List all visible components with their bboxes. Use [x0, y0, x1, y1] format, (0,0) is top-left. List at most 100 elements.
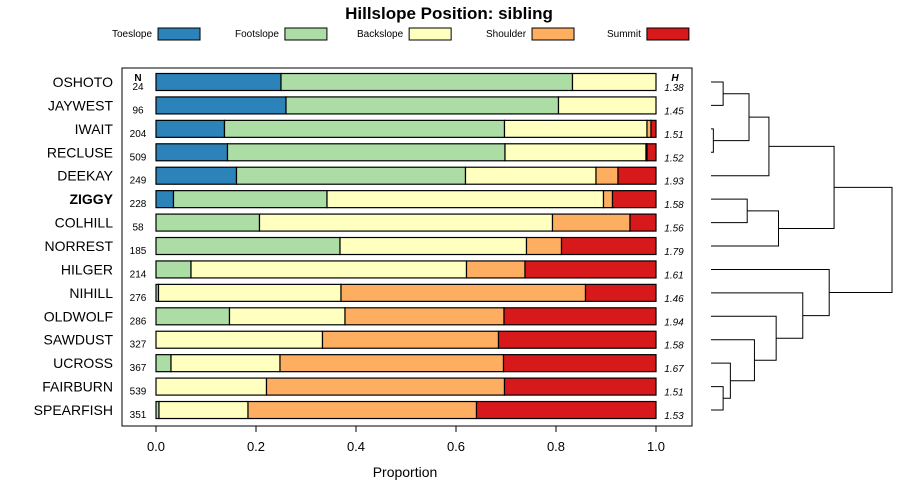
legend-swatch-backslope	[408, 27, 452, 41]
chart-title: Hillslope Position: sibling	[345, 4, 553, 23]
n-value: 204	[130, 129, 147, 140]
h-value: 1.61	[664, 270, 683, 281]
bar-row-norrest: NORREST 185 1.79	[45, 236, 684, 258]
bar-segment-footslope	[226, 143, 506, 162]
n-value: 276	[130, 293, 147, 304]
row-label: SPEARFISH	[34, 402, 113, 418]
bar-segment-summit	[629, 213, 657, 232]
n-value: 58	[132, 223, 144, 234]
bar-segment-toeslope	[155, 143, 229, 162]
bar-segment-shoulder	[321, 330, 500, 349]
bar-segment-shoulder	[340, 283, 587, 302]
legend-label-backslope: Backslope	[357, 29, 404, 40]
bar-segment-shoulder	[465, 260, 526, 279]
bar-segment-summit	[502, 354, 657, 373]
row-label: ZIGGY	[69, 191, 113, 207]
dendrogram-merge	[711, 386, 724, 411]
bar-row-colhill: COLHILL 58 1.56	[55, 213, 684, 235]
bar-segment-shoulder	[602, 190, 614, 209]
bar-segment-backslope	[464, 166, 597, 185]
bar-segment-backslope	[258, 213, 554, 232]
row-label: SAWDUST	[44, 332, 114, 348]
legend-label-footslope: Footslope	[235, 29, 279, 40]
bar-segment-backslope	[503, 119, 648, 138]
bar-segment-backslope	[170, 354, 281, 373]
bar-segment-summit	[524, 260, 657, 279]
bar-segment-backslope	[228, 307, 346, 326]
bar-row-spearfish: SPEARFISH 351 1.53	[34, 400, 684, 422]
n-value: 367	[130, 363, 147, 374]
bar-segment-backslope	[339, 236, 528, 256]
bar-segment-toeslope	[155, 119, 226, 138]
row-label: NIHILL	[69, 285, 113, 301]
bar-segment-summit	[611, 190, 657, 209]
bar-segment-toeslope	[155, 190, 175, 209]
bar-row-deekay: DEEKAY 249 1.93	[57, 166, 684, 188]
bar-segment-backslope	[504, 143, 647, 162]
bar-segment-footslope	[285, 96, 560, 115]
bar-segment-shoulder	[344, 307, 505, 326]
h-value: 1.51	[664, 388, 683, 399]
row-label: DEEKAY	[57, 168, 113, 184]
n-value: 214	[130, 269, 147, 280]
x-tick-label: 1.0	[647, 439, 665, 454]
x-tick-label: 0.4	[347, 439, 365, 454]
bar-segment-footslope	[155, 260, 192, 279]
dendrogram	[711, 81, 893, 411]
dendrogram-merge	[711, 339, 755, 382]
bar-row-oldwolf: OLDWOLF 286 1.94	[44, 307, 684, 328]
dendrogram-merge	[711, 292, 804, 339]
n-value: 249	[130, 176, 147, 187]
bar-row-sawdust: SAWDUST 327 1.58	[44, 330, 684, 352]
bar-segment-footslope	[223, 119, 506, 138]
dendrogram-merge	[711, 128, 714, 153]
row-label: FAIRBURN	[42, 379, 113, 395]
bar-segment-footslope	[172, 190, 328, 209]
dendrogram-merge	[711, 315, 777, 361]
n-value: 228	[130, 199, 147, 210]
n-value: 351	[130, 410, 147, 421]
h-value: 1.46	[664, 294, 684, 305]
bar-segment-toeslope	[155, 166, 238, 185]
bar-segment-footslope	[235, 166, 467, 185]
h-value: 1.93	[664, 177, 684, 188]
bar-segment-shoulder	[247, 400, 478, 420]
dendrogram-merge	[711, 210, 780, 247]
h-value: 1.52	[664, 153, 684, 164]
bar-segment-shoulder	[595, 166, 619, 185]
row-label: OSHOTO	[53, 74, 114, 90]
dendrogram-merge	[711, 362, 731, 399]
bar-segment-footslope	[155, 236, 341, 256]
bar-segment-summit	[560, 236, 657, 256]
bar-row-ziggy: ZIGGY 228 1.58	[69, 190, 684, 211]
h-value: 1.51	[664, 130, 683, 141]
dendrogram-merge	[713, 93, 750, 142]
x-tick-label: 0.0	[147, 439, 165, 454]
bar-segment-backslope	[190, 260, 468, 279]
plot-panel-frame	[121, 67, 693, 427]
bar-segment-footslope	[155, 213, 261, 232]
dendrogram-merge	[829, 186, 893, 294]
h-value: 1.79	[664, 247, 684, 258]
bar-row-ucross: UCROSS 367 1.67	[53, 354, 684, 375]
bar-segment-summit	[497, 330, 657, 349]
bar-row-oshoto: OSHOTO 24 1.38	[53, 72, 684, 94]
bar-segment-footslope	[280, 72, 574, 92]
bar-segment-backslope	[158, 400, 249, 420]
bar-segment-backslope	[157, 283, 342, 302]
row-label: RECLUSE	[47, 144, 113, 160]
x-tick-label: 0.6	[447, 439, 465, 454]
legend: Toeslope Footslope Backslope Shoulder Summit	[112, 27, 690, 41]
legend-swatch-shoulder	[531, 27, 575, 41]
x-tick-label: 0.8	[547, 439, 565, 454]
bar-segment-toeslope	[155, 96, 287, 115]
dendrogram-merge	[711, 81, 724, 106]
bar-row-recluse: RECLUSE 509 1.52	[47, 143, 684, 164]
h-value: 1.53	[664, 411, 684, 422]
bar-segment-summit	[584, 283, 657, 302]
bar-row-jaywest: JAYWEST 96 1.45	[48, 96, 684, 117]
bar-segment-shoulder	[279, 354, 505, 373]
h-value: 1.45	[664, 106, 684, 117]
n-value: 327	[130, 340, 147, 351]
